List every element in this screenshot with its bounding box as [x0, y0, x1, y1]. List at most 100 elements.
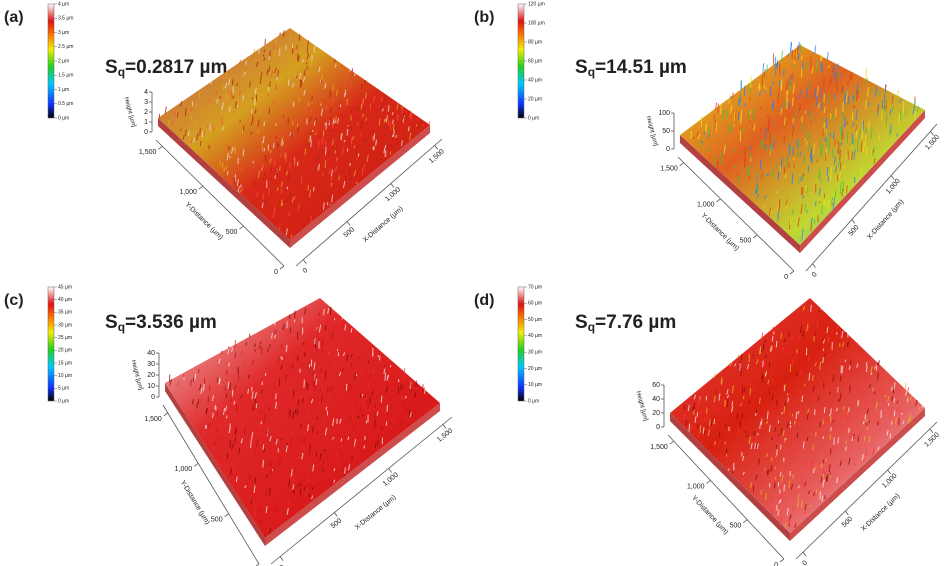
surface-spike — [320, 366, 323, 374]
colorbar-tick-label: 60 µm — [528, 301, 542, 307]
surface-spike — [323, 308, 325, 316]
surface-spike — [313, 380, 316, 387]
surface-spike — [828, 139, 831, 150]
surface-spike — [788, 518, 790, 527]
surface-spike — [804, 138, 806, 141]
z-tick-label: 0 — [656, 424, 660, 431]
surface-spike — [760, 418, 763, 425]
surface-spike — [801, 228, 804, 241]
surface-spike — [196, 133, 199, 141]
surface-spike — [238, 90, 241, 97]
surface-spike — [791, 448, 794, 455]
surface-spike — [380, 96, 383, 103]
surface-spike — [229, 467, 233, 476]
surface-spike — [904, 390, 908, 396]
surface-spike — [836, 80, 839, 93]
surface-spike — [737, 427, 741, 435]
surface-spike — [783, 69, 785, 76]
surface-spike — [334, 64, 337, 68]
surface-spike — [289, 132, 292, 136]
surface-spike — [826, 93, 830, 104]
surface-spike — [221, 350, 223, 355]
x-axis — [795, 421, 938, 560]
surface-spike — [730, 95, 732, 99]
surface-spike — [257, 149, 260, 153]
surface-spike — [759, 421, 762, 429]
surface-spike — [312, 464, 315, 472]
surface-spike — [302, 77, 306, 82]
surface-spike — [238, 473, 240, 481]
surface-spike — [302, 342, 305, 346]
surface-spike — [300, 80, 303, 87]
surface-spike — [768, 424, 771, 433]
surface-spike — [297, 55, 300, 62]
surface-spike — [292, 411, 295, 420]
surface-spike — [834, 418, 837, 422]
surface-spike — [806, 412, 809, 420]
surface-spike — [248, 374, 250, 379]
colorbar-tick-label: 2 µm — [58, 58, 69, 64]
surface-spike — [367, 382, 370, 389]
surface-spike — [755, 442, 758, 450]
surface-spike — [202, 431, 205, 437]
surface-spike — [410, 113, 413, 121]
surface-spike — [305, 61, 308, 65]
surface-spike — [353, 445, 356, 450]
surface-spike — [795, 350, 798, 359]
y-axis — [677, 156, 795, 272]
surface-spike — [286, 393, 289, 398]
surface-spike — [290, 234, 293, 238]
surface-spike — [843, 103, 847, 109]
surface-spike — [191, 398, 195, 405]
surface-spike — [306, 383, 309, 390]
surface-spike — [802, 306, 805, 310]
y-tick — [669, 440, 675, 445]
surface-spike — [821, 55, 823, 61]
surface-spike — [762, 360, 764, 368]
surface-spike — [332, 122, 334, 129]
surface-spike — [791, 97, 794, 106]
y-axis — [155, 139, 285, 267]
surface-spike — [826, 166, 829, 176]
colorbar-tick-label: 4 µm — [58, 1, 69, 7]
surface-spike — [332, 436, 335, 440]
surface-spike — [796, 432, 799, 438]
surface-spike — [287, 499, 290, 507]
surface-spike — [253, 485, 256, 494]
surface-spike — [866, 426, 869, 430]
surface-spike — [811, 444, 815, 451]
surface-spike — [865, 418, 868, 423]
surface-spike — [898, 113, 901, 126]
surface-spike — [324, 122, 327, 126]
surface-spike — [350, 353, 353, 358]
surface-spike — [822, 339, 825, 344]
surface-spike — [862, 458, 865, 462]
surface-spike — [768, 146, 772, 150]
surface-spike — [259, 519, 262, 525]
surface-spike — [832, 419, 835, 423]
colorbar-tick-label: 70 µm — [528, 284, 542, 290]
surface-spike — [310, 398, 314, 404]
surface-spike — [254, 108, 257, 114]
surface-spike — [303, 89, 306, 96]
surface-spike — [310, 109, 313, 115]
surface-spike — [352, 424, 355, 432]
colorbar-tick-label: 5 µm — [58, 386, 69, 392]
surface-spike — [265, 506, 268, 513]
surface-spike — [240, 393, 243, 399]
y-tick-label: 1,500 — [144, 416, 162, 423]
surface-spike — [274, 330, 277, 335]
surface-spike — [774, 482, 776, 489]
surface-spike — [208, 144, 210, 150]
surface-spike — [833, 156, 836, 165]
surface-spike — [818, 173, 822, 181]
x-tick — [279, 556, 284, 561]
surface-spike — [285, 344, 288, 353]
surface-spike — [744, 147, 746, 156]
colorbar — [47, 286, 55, 402]
surface-spike — [841, 330, 844, 339]
surface-spike — [331, 194, 334, 203]
surface-spike — [838, 72, 840, 77]
x-tick — [930, 131, 934, 136]
surface-spike — [301, 58, 305, 63]
